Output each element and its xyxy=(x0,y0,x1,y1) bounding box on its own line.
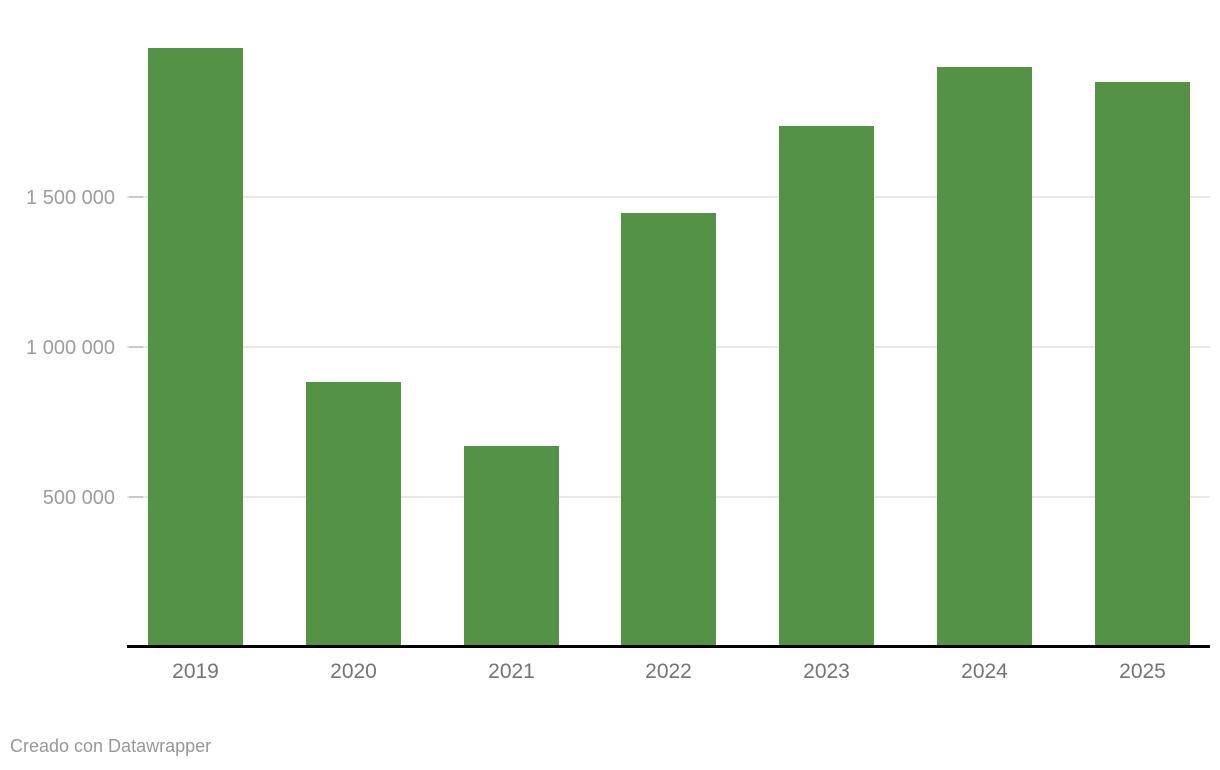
bar-2022 xyxy=(621,213,716,648)
x-axis-line xyxy=(127,645,1210,648)
y-tick-label-1500000: 1 500 000 xyxy=(26,187,115,209)
x-tick-label-2022: 2022 xyxy=(645,660,692,683)
bar-2021 xyxy=(464,446,559,648)
y-tick-label-1000000: 1 000 000 xyxy=(26,337,115,359)
bar-2019 xyxy=(148,48,243,648)
y-tick-mark xyxy=(129,196,143,198)
bar-2024 xyxy=(937,67,1032,648)
y-tick-mark xyxy=(129,496,143,498)
plot-area xyxy=(127,0,1210,648)
gridline-1500000 xyxy=(127,196,1210,198)
x-tick-label-2025: 2025 xyxy=(1119,660,1166,683)
x-tick-label-2024: 2024 xyxy=(961,660,1008,683)
y-tick-mark xyxy=(129,346,143,348)
x-tick-label-2019: 2019 xyxy=(172,660,219,683)
bar-2020 xyxy=(306,382,401,648)
x-tick-label-2020: 2020 xyxy=(330,660,377,683)
x-tick-label-2023: 2023 xyxy=(803,660,850,683)
bar-2023 xyxy=(779,126,874,648)
x-tick-label-2021: 2021 xyxy=(488,660,535,683)
bar-2025 xyxy=(1095,82,1190,648)
y-tick-label-500000: 500 000 xyxy=(42,487,115,509)
datawrapper-attribution-link[interactable]: Creado con Datawrapper xyxy=(10,736,212,756)
